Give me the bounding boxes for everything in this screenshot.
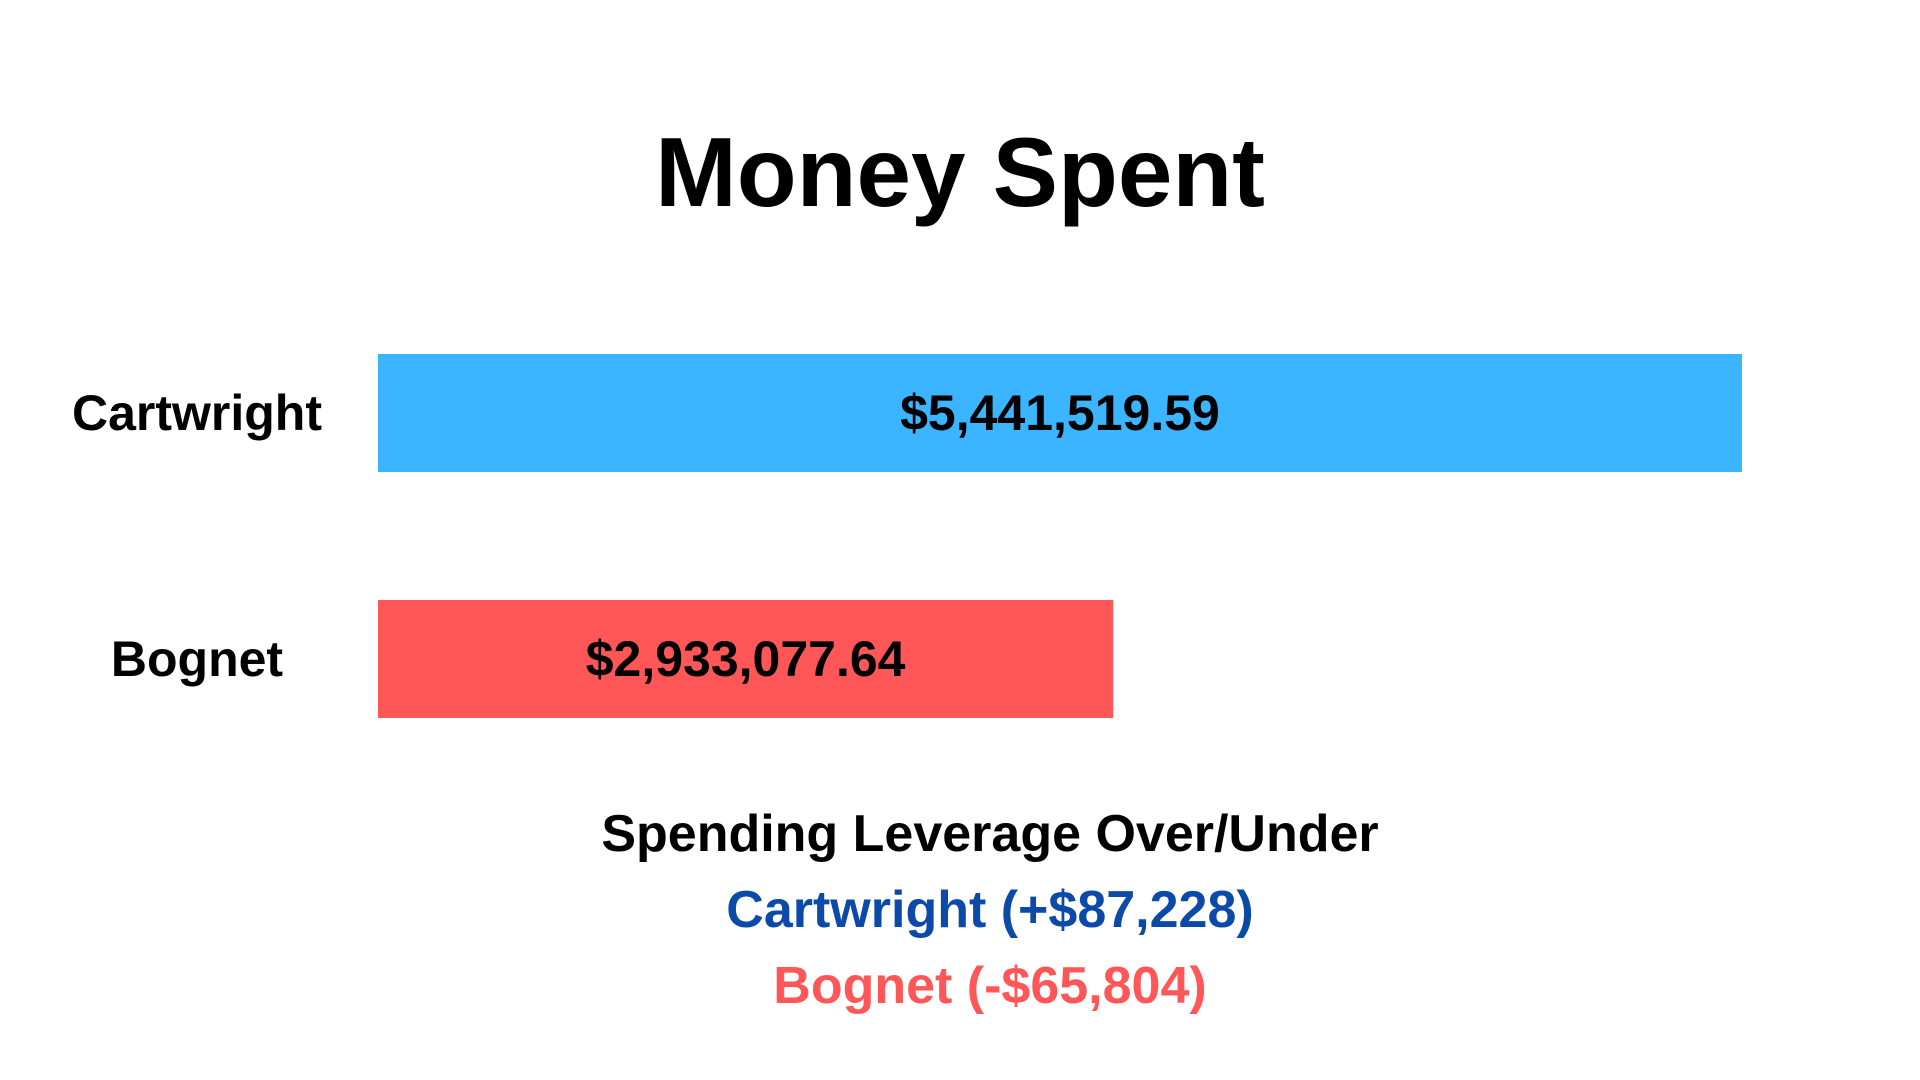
bar-bognet <box>378 600 1114 718</box>
spending-leverage-summary: Spending Leverage Over/Under Cartwright … <box>0 796 1920 1024</box>
summary-line-bognet: Bognet (-$65,804) <box>773 957 1207 1015</box>
chart-title: Money Spent <box>655 117 1265 227</box>
bar-cartwright <box>378 354 1742 472</box>
summary-line-cartwright: Cartwright (+$87,228) <box>726 881 1254 939</box>
category-label-bognet: Bognet <box>111 631 284 687</box>
value-label-cartwright: $5,441,519.59 <box>900 385 1220 441</box>
value-label-bognet: $2,933,077.64 <box>586 631 906 687</box>
summary-heading: Spending Leverage Over/Under <box>601 805 1379 863</box>
category-label-cartwright: Cartwright <box>72 385 322 441</box>
